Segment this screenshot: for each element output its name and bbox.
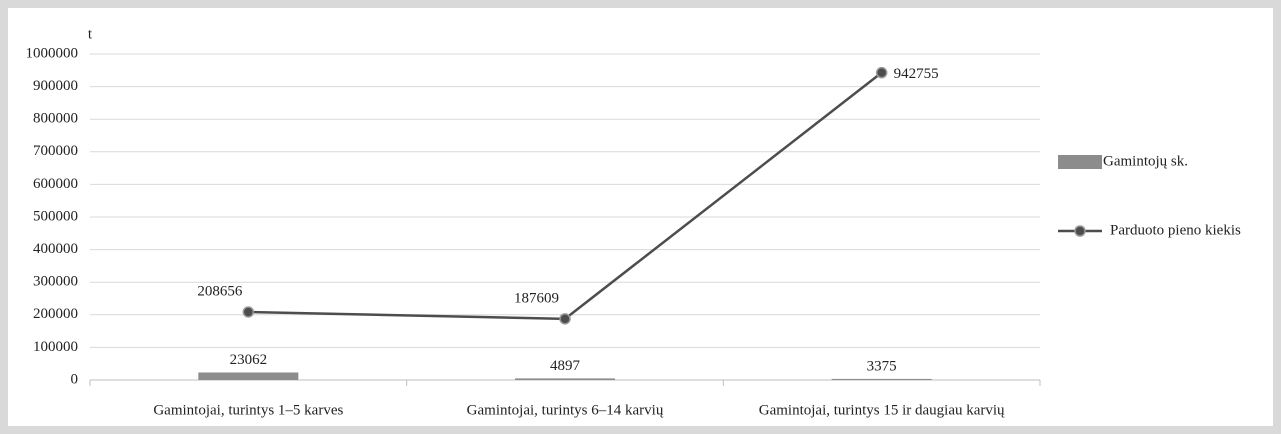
legend-label: Gamintojų sk.	[1103, 153, 1188, 169]
y-tick-label: 600000	[33, 176, 78, 192]
legend-label: Parduoto pieno kiekis	[1110, 222, 1241, 238]
y-tick-label: 0	[71, 371, 79, 387]
line-marker	[875, 66, 888, 79]
y-tick-label: 300000	[33, 274, 78, 290]
x-tick-label: Gamintojai, turintys 6–14 karvių	[467, 402, 664, 418]
bar-value-label: 4897	[550, 358, 581, 374]
line-marker	[559, 313, 571, 325]
bar	[198, 372, 299, 380]
y-tick-label: 500000	[33, 208, 78, 224]
line-value-label: 187609	[514, 290, 559, 306]
line-value-label: 942755	[894, 66, 939, 82]
x-tick-label: Gamintojai, turintys 1–5 karves	[153, 402, 343, 418]
y-tick-label: 100000	[33, 339, 78, 355]
y-tick-label: 200000	[33, 306, 78, 322]
y-tick-label: 800000	[33, 111, 78, 127]
legend-swatch	[1058, 155, 1102, 169]
line-value-label: 208656	[197, 283, 243, 299]
y-tick-label: 400000	[33, 241, 78, 257]
bar	[515, 378, 615, 380]
bar-value-label: 23062	[230, 352, 268, 368]
y-axis-label: t	[88, 26, 93, 42]
y-tick-label: 1000000	[26, 45, 79, 61]
line-marker	[242, 306, 255, 318]
legend-marker	[1074, 225, 1086, 237]
y-tick-label: 700000	[33, 143, 78, 159]
y-tick-label: 900000	[33, 78, 78, 94]
bar	[831, 378, 932, 380]
bar-value-label: 3375	[867, 358, 897, 374]
x-tick-label: Gamintojai, turintys 15 ir daugiau karvi…	[759, 402, 1005, 418]
